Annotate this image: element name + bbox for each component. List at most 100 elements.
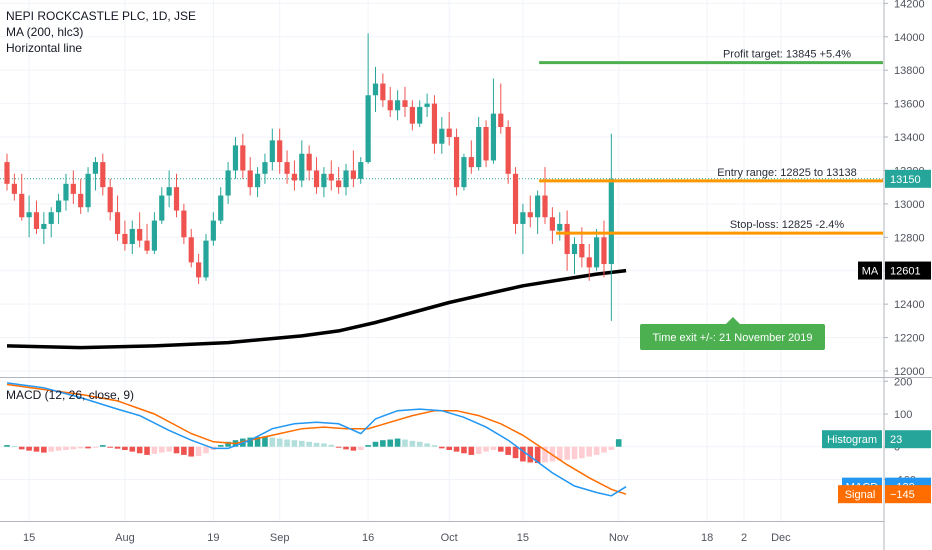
candle-body (48, 212, 54, 224)
candle-body (417, 106, 423, 124)
candle-body (107, 187, 113, 213)
macd-histogram-bar (571, 446, 578, 460)
candle-body (240, 145, 246, 171)
price-tick-label: 12800 (894, 232, 925, 244)
macd-histogram-bar (225, 441, 231, 447)
candle-body (284, 162, 290, 174)
macd-histogram-bar (461, 446, 467, 454)
candle-body (446, 128, 452, 138)
time-tick-label: Oct (441, 532, 458, 544)
macd-histogram-bar (217, 445, 224, 447)
candles-layer (4, 33, 614, 321)
candle-body (483, 127, 489, 161)
candle-body (181, 210, 187, 238)
candle-body (173, 187, 180, 211)
stop-loss-label: Stop-loss: 12825 -2.4% (730, 219, 845, 231)
candle-body (358, 162, 364, 179)
candle-body (19, 193, 25, 218)
macd-histogram-bar (26, 446, 32, 451)
macd-tick-label: 100 (894, 409, 912, 421)
signal-tag-value-box (885, 485, 931, 504)
histogram-tag-value: 23 (890, 434, 902, 446)
macd-histogram-bar (92, 446, 99, 448)
macd-histogram-bar (446, 446, 452, 450)
macd-histogram-bar (276, 438, 283, 447)
candle-body (196, 262, 202, 278)
ma-tag-value: 12601 (890, 266, 921, 278)
legend-title[interactable]: NEPI ROCKCASTLE PLC, 1D, JSE (6, 9, 197, 23)
candle-body (431, 103, 438, 144)
macd-histogram-bar (328, 444, 335, 447)
candle-body (336, 180, 342, 188)
signal-tag-label-box (838, 485, 882, 504)
macd-lines-layer (6, 382, 627, 497)
candle-body (151, 220, 157, 251)
candle-body (468, 157, 474, 168)
macd-histogram-bar (144, 446, 150, 455)
macd-histogram-bar (615, 439, 622, 447)
price-tick-label: 14000 (894, 32, 925, 44)
macd-histogram-bar (55, 446, 62, 451)
macd-histogram-bar (77, 446, 84, 449)
candle-body (92, 162, 99, 174)
macd-histogram-bar (63, 446, 69, 450)
macd-histogram-bar (556, 446, 563, 461)
macd-histogram-bar (431, 445, 438, 447)
entry-range-label: Entry range: 12825 to 13138 (717, 167, 856, 179)
macd-histogram-bar (409, 440, 416, 447)
time-tick-label: Aug (115, 532, 135, 544)
trade-levels-layer: Profit target: 13845 +5.4% Entry range: 1… (539, 49, 883, 350)
histogram-tag-label: Histogram (827, 434, 877, 446)
candle-body (557, 223, 563, 231)
candle-body (232, 145, 239, 171)
legend-ma[interactable]: MA (200, hlc3) (6, 25, 84, 39)
macd-histogram-bar (534, 446, 541, 464)
candle-body (247, 170, 253, 188)
candle-body (476, 127, 482, 168)
macd-histogram-bar (321, 443, 327, 447)
candle-body (594, 237, 600, 268)
macd-histogram-bar (490, 446, 497, 450)
ma-tag-label: MA (862, 266, 879, 278)
macd-histogram-bar (387, 439, 394, 447)
axis-tags-layer: 13150MA12601Histogram23MACD−122Signal−14… (822, 169, 931, 504)
candle-body (55, 200, 62, 213)
macd-histogram-bar (18, 446, 25, 450)
candle-body (313, 170, 320, 188)
candle-body (144, 240, 150, 251)
candle-body (159, 195, 165, 221)
candle-body (343, 170, 349, 188)
macd-histogram-bar (247, 437, 254, 447)
macd-histogram-bar (586, 446, 593, 457)
candle-body (608, 178, 614, 265)
candle-body (380, 83, 386, 101)
legend-macd[interactable]: MACD (12, 26, close, 9) (6, 388, 135, 402)
price-tick-label: 13400 (894, 132, 925, 144)
macd-histogram-bar (107, 446, 113, 448)
candle-body (210, 220, 216, 241)
macd-histogram-bar (380, 440, 386, 447)
macd-histogram-bar (593, 446, 600, 455)
price-tick-label: 12000 (894, 366, 925, 378)
time-tick-label: Dec (771, 532, 791, 544)
macd-histogram-bar (85, 446, 91, 449)
macd-histogram-bar (181, 446, 187, 455)
legend-macd-pane: MACD (12, 26, close, 9) (6, 387, 134, 403)
candle-body (262, 162, 268, 174)
legend-main: NEPI ROCKCASTLE PLC, 1D, JSE MA (200, hl… (6, 8, 196, 56)
candle-body (11, 183, 17, 194)
candle-body (70, 183, 76, 194)
macd-histogram-bar (468, 446, 475, 455)
candle-body (299, 153, 305, 181)
legend-hline[interactable]: Horizontal line (6, 41, 83, 55)
candle-body (218, 195, 224, 221)
macd-histogram-bar (520, 446, 526, 462)
candle-body (291, 173, 298, 181)
price-tick-label: 13800 (894, 65, 925, 77)
candle-body (203, 240, 209, 278)
macd-tick-label: 200 (894, 376, 912, 388)
macd-histogram-bar (527, 446, 534, 463)
time-tick-label: 15 (23, 532, 35, 544)
